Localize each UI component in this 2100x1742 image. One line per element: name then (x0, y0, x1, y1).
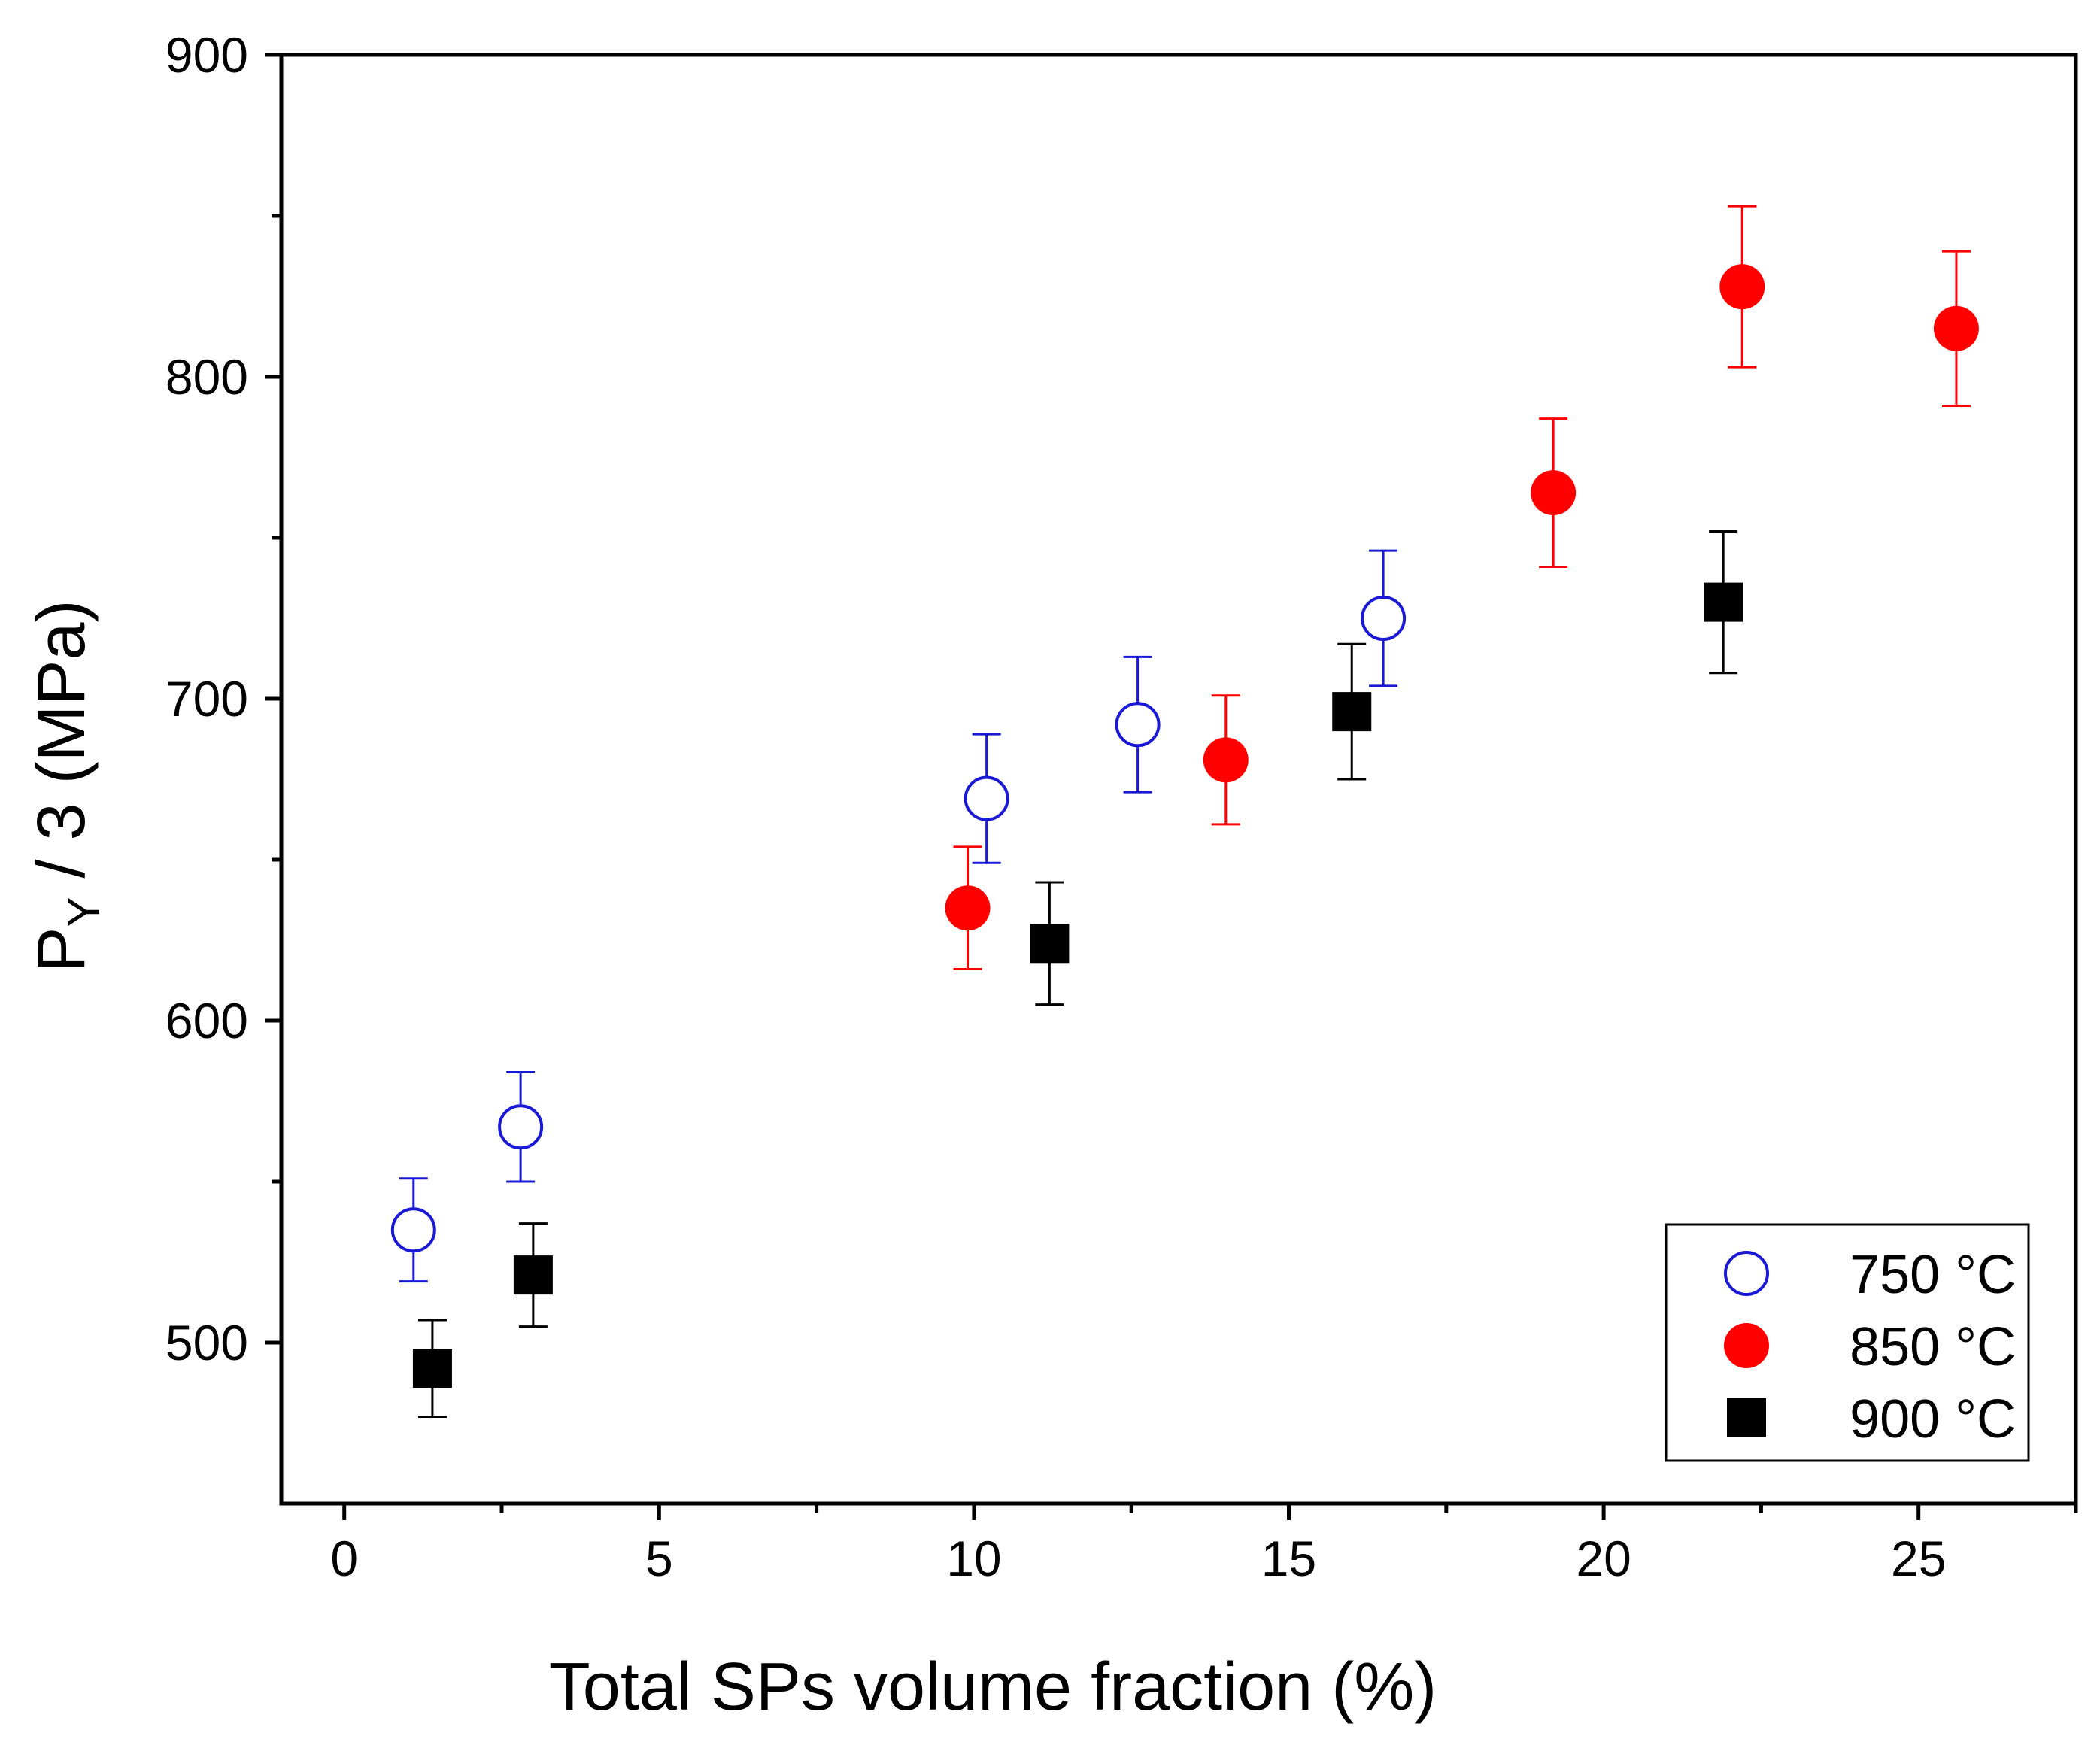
data-point (1933, 305, 1979, 351)
data-point (1030, 924, 1070, 964)
y-tick-label: 900 (165, 27, 248, 83)
plot-frame (279, 53, 2078, 1506)
data-point (1704, 582, 1743, 622)
y-axis-title-subscript: Y (59, 897, 109, 927)
data-point (945, 885, 991, 931)
x-tick-label: 10 (946, 1531, 1001, 1586)
series-layer (390, 205, 1979, 1418)
data-point (964, 775, 1009, 821)
data-point (513, 1255, 553, 1295)
series-2 (945, 205, 1979, 971)
data-point (1115, 702, 1161, 748)
y-axis-title: PY / 3 (MPa) (24, 599, 109, 972)
tick-labels: 0 5 10 15 20 25 500 600 700 800 900 (165, 27, 1947, 1586)
data-point (1361, 596, 1407, 641)
ticks (265, 53, 2078, 1520)
series-1 (390, 549, 1407, 1283)
legend-marker (1724, 1251, 1769, 1296)
x-tick-label: 25 (1891, 1531, 1946, 1586)
x-tick-label: 0 (330, 1531, 358, 1586)
data-point (1719, 264, 1765, 310)
data-point (498, 1104, 544, 1150)
y-tick-label: 500 (165, 1315, 248, 1370)
data-point (390, 1207, 436, 1253)
data-point (1332, 692, 1372, 732)
data-point (412, 1349, 452, 1388)
y-tick-label: 600 (165, 993, 248, 1049)
data-point (1531, 470, 1577, 516)
x-tick-label: 20 (1576, 1531, 1631, 1586)
data-point (1203, 737, 1249, 783)
legend-marker (1727, 1398, 1766, 1437)
legend-label: 750 °C (1850, 1245, 2016, 1305)
legend-label: 850 °C (1850, 1317, 2016, 1377)
y-axis-title-rest: / 3 (MPa) (24, 599, 99, 897)
series-3 (412, 530, 1743, 1418)
legend-marker (1724, 1323, 1769, 1368)
svg-text:PY / 3 (MPa): PY / 3 (MPa) (24, 599, 109, 972)
legend-label: 900 °C (1850, 1389, 2016, 1449)
y-axis-title-main: P (24, 927, 99, 973)
x-axis-title: Total SPs volume fraction (%) (549, 1649, 1437, 1725)
y-tick-label: 700 (165, 671, 248, 727)
y-tick-label: 800 (165, 349, 248, 405)
x-tick-label: 15 (1261, 1531, 1316, 1586)
legend: 750 °C 850 °C 900 °C (1665, 1223, 2030, 1462)
x-tick-label: 5 (645, 1531, 673, 1586)
